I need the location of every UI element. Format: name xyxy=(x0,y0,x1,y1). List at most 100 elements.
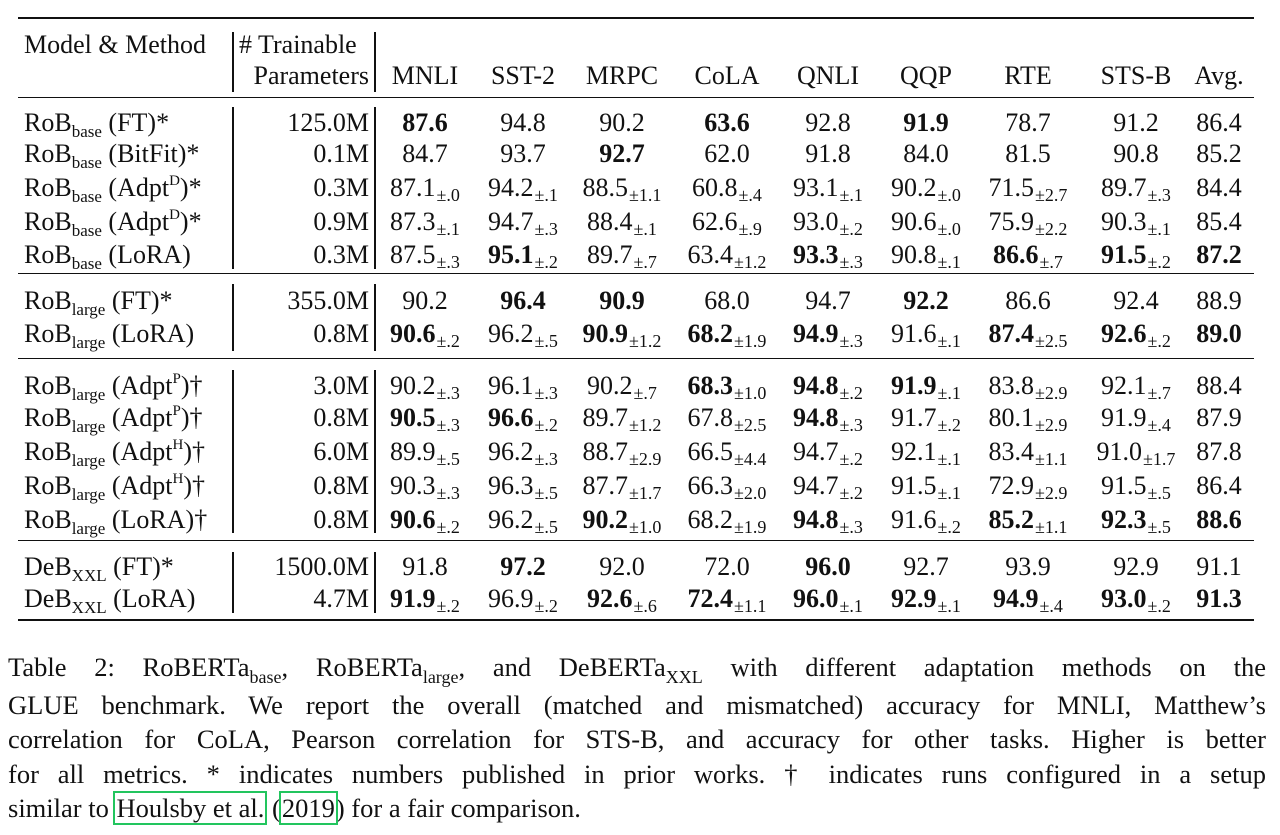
cell-mrpc: 90.9±1.2 xyxy=(582,319,662,351)
cell-mrpc: 88.5±1.1 xyxy=(582,173,662,205)
cell-sst2: 97.2 xyxy=(500,552,546,581)
row-model-label: RoBlarge (AdptP)† xyxy=(24,403,203,436)
cell-mnli: 91.9±.2 xyxy=(390,584,460,616)
cell-avg: 91.3 xyxy=(1196,584,1242,613)
table-caption: Table 2: RoBERTabase, RoBERTalarge, and … xyxy=(8,650,1266,826)
cell-rte: 81.5 xyxy=(1005,139,1051,168)
cell-rte: 83.8±2.9 xyxy=(988,371,1068,403)
header-sst2: SST-2 xyxy=(490,61,556,90)
cell-mnli: 90.3±.3 xyxy=(390,471,460,503)
header-mnli: MNLI xyxy=(391,61,459,90)
cell-sst2: 94.8 xyxy=(500,108,546,137)
cell-mrpc: 90.9 xyxy=(599,286,645,315)
cell-mnli: 87.3±.1 xyxy=(390,207,460,239)
header-model-method: Model & Method xyxy=(24,30,206,59)
cell-mrpc: 88.4±.1 xyxy=(587,207,657,239)
cell-mrpc: 87.7±1.7 xyxy=(582,471,662,503)
row-model-label: RoBlarge (AdptP)† xyxy=(24,371,203,404)
caption-line-3: correlation for CoLA, Pearson correlatio… xyxy=(8,724,1266,754)
cell-mnli: 89.9±.5 xyxy=(390,437,460,469)
row-trainable-params: 1500.0M xyxy=(274,552,369,581)
cell-mrpc: 90.2±.7 xyxy=(587,371,657,403)
row-trainable-params: 0.9M xyxy=(313,207,369,236)
table-column-divider xyxy=(374,370,376,533)
cell-stsb: 92.6±.2 xyxy=(1101,319,1171,351)
row-trainable-params: 0.8M xyxy=(313,319,369,348)
row-model-label: RoBbase (AdptD)* xyxy=(24,173,202,206)
cell-stsb: 89.7±.3 xyxy=(1101,173,1171,205)
cell-qqp: 84.0 xyxy=(903,139,949,168)
cell-sst2: 96.4 xyxy=(500,286,546,315)
cell-sst2: 96.6±.2 xyxy=(488,403,558,435)
cell-qnli: 93.0±.2 xyxy=(793,207,863,239)
cell-qqp: 91.6±.2 xyxy=(891,505,961,537)
cell-qnli: 91.8 xyxy=(805,139,851,168)
cell-cola: 66.5±4.4 xyxy=(687,437,767,469)
table-column-divider xyxy=(232,284,234,351)
row-trainable-params: 0.3M xyxy=(313,240,369,269)
cell-sst2: 96.3±.5 xyxy=(488,471,558,503)
row-model-label: RoBbase (LoRA) xyxy=(24,240,191,273)
cell-qqp: 92.7 xyxy=(903,552,949,581)
cell-stsb: 92.9 xyxy=(1113,552,1159,581)
cell-qqp: 91.5±.1 xyxy=(891,471,961,503)
cell-mrpc: 92.6±.6 xyxy=(587,584,657,616)
cell-rte: 87.4±2.5 xyxy=(988,319,1068,351)
table-rule xyxy=(18,17,1254,20)
cell-qqp: 91.9 xyxy=(903,108,949,137)
cell-sst2: 96.9±.2 xyxy=(488,584,558,616)
cell-mnli: 90.2±.3 xyxy=(390,371,460,403)
cell-qnli: 94.7±.2 xyxy=(793,471,863,503)
cell-stsb: 91.5±.2 xyxy=(1101,240,1171,272)
row-trainable-params: 355.0M xyxy=(287,286,369,315)
cell-avg: 84.4 xyxy=(1196,173,1242,202)
cell-mrpc: 92.7 xyxy=(599,139,645,168)
header-qqp: QQP xyxy=(899,61,953,90)
caption-line-5: similar to Houlsby et al. (2019) for a f… xyxy=(8,791,581,825)
cell-stsb: 91.0±1.7 xyxy=(1096,437,1176,469)
cell-mnli: 90.6±.2 xyxy=(390,505,460,537)
caption-line-4: for all metrics. * indicates numbers pub… xyxy=(8,758,1266,789)
cell-stsb: 91.9±.4 xyxy=(1101,403,1171,435)
table-column-divider xyxy=(374,32,376,92)
citation-year-link[interactable]: 2019 xyxy=(278,791,338,825)
cell-stsb: 92.4 xyxy=(1113,286,1159,315)
cell-rte: 93.9 xyxy=(1005,552,1051,581)
cell-rte: 78.7 xyxy=(1005,108,1051,137)
cell-cola: 68.2±1.9 xyxy=(687,319,767,351)
row-model-label: RoBlarge (FT)* xyxy=(24,286,173,319)
header-rte: RTE xyxy=(1004,61,1052,90)
cell-mnli: 87.1±.0 xyxy=(390,173,460,205)
caption-line-1: Table 2: RoBERTabase, RoBERTalarge, and … xyxy=(8,652,1266,687)
cell-cola: 67.8±2.5 xyxy=(687,403,767,435)
cell-mnli: 90.5±.3 xyxy=(390,403,460,435)
citation-author-link[interactable]: Houlsby et al. xyxy=(113,791,268,825)
cell-mnli: 87.6 xyxy=(402,108,448,137)
cell-qqp: 90.8±.1 xyxy=(891,240,961,272)
cell-rte: 86.6 xyxy=(1005,286,1051,315)
cell-qnli: 94.8±.3 xyxy=(793,403,863,435)
row-trainable-params: 125.0M xyxy=(287,108,369,137)
table-rule xyxy=(18,358,1254,360)
header-cola: CoLA xyxy=(694,61,760,90)
cell-avg: 88.6 xyxy=(1196,505,1242,534)
cell-stsb: 92.3±.5 xyxy=(1101,505,1171,537)
row-model-label: DeBXXL (FT)* xyxy=(24,552,174,585)
table-column-divider xyxy=(232,370,234,533)
cell-qnli: 93.3±.3 xyxy=(793,240,863,272)
table-column-divider xyxy=(232,552,234,613)
header-avg: Avg. xyxy=(1194,61,1244,90)
cell-avg: 86.4 xyxy=(1196,471,1242,500)
header-trainable: # Trainable xyxy=(239,30,357,59)
cell-mrpc: 90.2±1.0 xyxy=(582,505,662,537)
cell-mrpc: 89.7±.7 xyxy=(587,240,657,272)
cell-cola: 62.0 xyxy=(704,139,750,168)
cell-qnli: 94.7 xyxy=(805,286,851,315)
row-trainable-params: 0.1M xyxy=(313,139,369,168)
table-column-divider xyxy=(232,107,234,269)
cell-avg: 88.9 xyxy=(1196,286,1242,315)
cell-stsb: 92.1±.7 xyxy=(1101,371,1171,403)
table-column-divider xyxy=(374,107,376,269)
row-model-label: RoBlarge (LoRA) xyxy=(24,319,195,352)
cell-mrpc: 92.0 xyxy=(599,552,645,581)
